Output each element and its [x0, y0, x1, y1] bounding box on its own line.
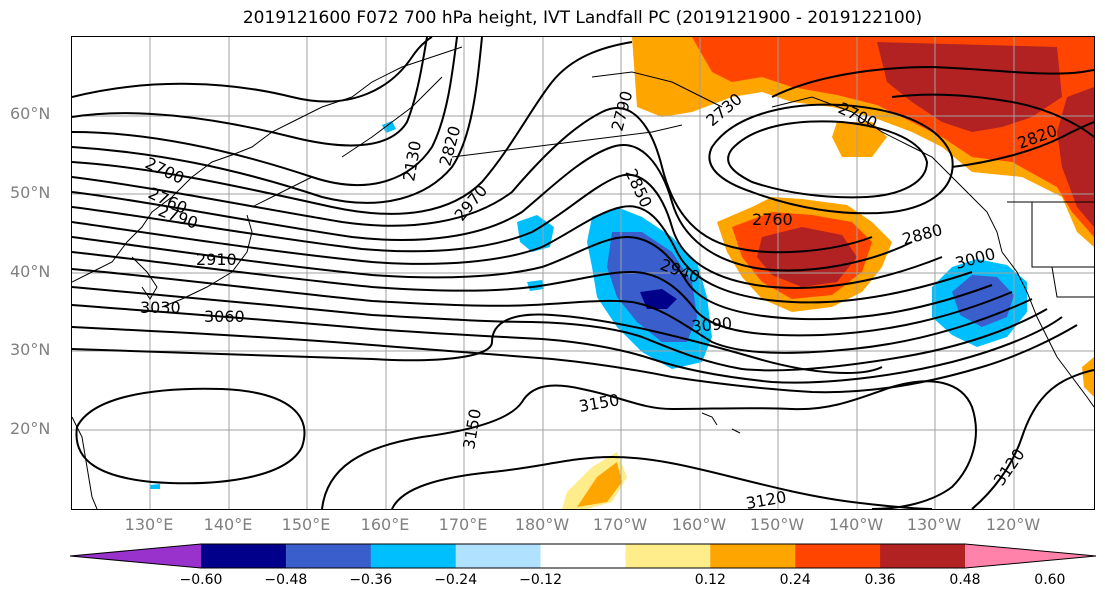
colorbar-tick-label: −0.36: [349, 572, 393, 588]
contour-label: 3120: [744, 487, 787, 509]
lon-label: 130°W: [906, 515, 962, 534]
lat-label-60n: 60°N: [10, 104, 51, 123]
lon-label: 150°E: [281, 515, 331, 534]
colorbar-tick-label: −0.48: [264, 572, 308, 588]
contour-label: 3150: [577, 390, 620, 416]
colorbar-extend-max: [965, 544, 1096, 568]
negative-anomaly-central-blue: [607, 232, 697, 342]
colorbar-segment: [880, 544, 966, 568]
colorbar-tick-label: 0.48: [949, 572, 981, 588]
contour-label: 2880: [900, 220, 944, 249]
colorbar-tick-label: 0.12: [694, 572, 726, 588]
colorbar-outline: [69, 543, 1097, 569]
colorbar-segment: [370, 544, 457, 568]
map-panel: 2700 2760 2790 2910 3030 3060 2130 2820 …: [71, 36, 1095, 510]
contour-label: 3120: [990, 445, 1029, 489]
colorbar-segment: [625, 544, 711, 568]
colorbar: [69, 543, 1097, 569]
positive-anomaly-central-darkred: [757, 227, 857, 287]
contour-label: 2850: [621, 166, 655, 211]
lon-label: 130°E: [124, 515, 174, 534]
lon-label: 150°W: [749, 515, 805, 534]
positive-anomaly-se-orange: [1082, 357, 1094, 397]
positive-anomaly-south-orange: [577, 462, 622, 507]
positive-anomaly-north-darkred-2: [1057, 87, 1094, 227]
lon-label: 170°E: [438, 515, 488, 534]
lat-label-30n: 30°N: [10, 340, 51, 359]
colorbar-segment: [710, 544, 796, 568]
map-title: 2019121600 F072 700 hPa height, IVT Land…: [242, 8, 923, 28]
contour-label: 2130: [399, 139, 425, 182]
lat-label-20n: 20°N: [10, 419, 51, 438]
contour-label: 3090: [691, 314, 733, 336]
contour-label: 3150: [459, 407, 485, 450]
positive-anomaly-north-darkred: [877, 42, 1062, 132]
colorbar-tick-label: 0.36: [864, 572, 896, 588]
graticule: [72, 37, 1094, 509]
lon-label: 160°W: [671, 515, 727, 534]
colorbar-tick-label: 0.60: [1034, 572, 1066, 588]
contour-label: 2910: [196, 250, 237, 269]
colorbar-segment: [201, 544, 287, 568]
colorbar-tick-label: −0.12: [519, 572, 562, 588]
colorbar-segment: [455, 544, 542, 568]
negative-anomaly-tiny-cyan-2: [382, 121, 396, 133]
contour-label: 2760: [752, 210, 793, 229]
lon-label: 160°E: [360, 515, 410, 534]
lon-label: 170°W: [592, 515, 648, 534]
contour-label: 2790: [156, 201, 201, 233]
colorbar-extend-min: [70, 544, 201, 568]
lon-label: 180°W: [514, 515, 570, 534]
colorbar-segment: [795, 544, 881, 568]
colorbar-tick-label: −0.24: [434, 572, 478, 588]
colorbar-tick-label: −0.60: [179, 572, 223, 588]
lon-label: 140°E: [203, 515, 253, 534]
colorbar-segment: [540, 544, 626, 568]
map-svg: 2700 2760 2790 2910 3030 3060 2130 2820 …: [72, 37, 1094, 509]
positive-anomaly-gulf-orange: [832, 122, 887, 157]
lat-label-40n: 40°N: [10, 262, 51, 281]
contour-label: 3060: [204, 307, 245, 326]
negative-anomaly-central-darkblue: [640, 289, 677, 309]
colorbar-segment: [285, 544, 372, 568]
height-contours: [72, 37, 1094, 509]
contour-label: 2790: [608, 89, 637, 133]
lon-label: 140°W: [828, 515, 884, 534]
contour-label: 3030: [140, 298, 181, 317]
colorbar-tick-label: 0.24: [779, 572, 811, 588]
negative-anomaly-tiny-cyan: [527, 280, 544, 291]
lon-label: 120°W: [985, 515, 1041, 534]
lat-label-50n: 50°N: [10, 183, 51, 202]
negative-anomaly-tiny-sw: [150, 484, 160, 489]
contour-label: 2970: [451, 181, 492, 224]
coastlines: [72, 46, 1094, 509]
